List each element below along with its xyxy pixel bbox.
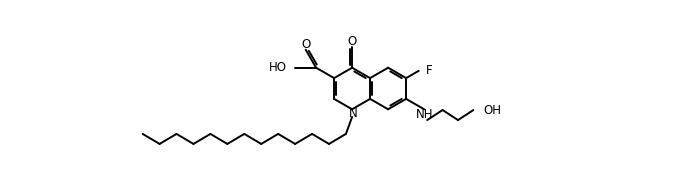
Text: F: F — [426, 64, 433, 77]
Text: O: O — [301, 38, 311, 51]
Text: O: O — [347, 35, 357, 48]
Text: N: N — [349, 107, 358, 120]
Text: OH: OH — [483, 103, 502, 117]
Text: NH: NH — [416, 108, 434, 121]
Text: HO: HO — [268, 61, 287, 74]
